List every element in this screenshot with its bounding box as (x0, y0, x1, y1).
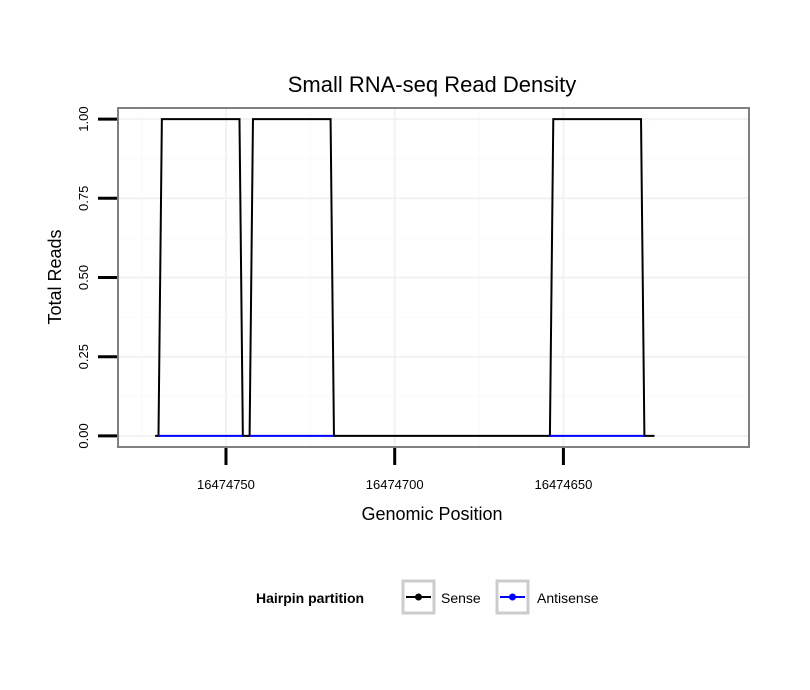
plot-panel (117, 107, 750, 448)
y-tick-label: 0.00 (76, 423, 91, 448)
x-axis: 16474750 16474700 16474650 (197, 448, 592, 492)
legend-point-antisense (509, 593, 516, 601)
grid-lines (118, 108, 749, 447)
x-axis-label: Genomic Position (361, 504, 502, 524)
y-axis: 0.00 0.25 0.50 0.75 1.00 (76, 106, 117, 449)
x-tick-label: 16474700 (366, 477, 424, 492)
x-tick-label: 16474650 (534, 477, 592, 492)
y-axis-label: Total Reads (45, 229, 65, 324)
legend: Hairpin partition Sense Antisense (256, 579, 599, 615)
legend-item-antisense: Antisense (495, 579, 599, 615)
legend-item-sense: Sense (401, 579, 481, 615)
y-tick-label: 1.00 (76, 106, 91, 131)
y-tick-label: 0.25 (76, 344, 91, 369)
plot-border (117, 107, 750, 448)
legend-label-sense: Sense (441, 590, 481, 606)
legend-point-sense (415, 593, 422, 601)
y-tick-label: 0.75 (76, 186, 91, 211)
y-tick-label: 0.50 (76, 265, 91, 290)
legend-label-antisense: Antisense (537, 590, 599, 606)
chart-title: Small RNA-seq Read Density (288, 72, 577, 97)
series-lines (155, 118, 655, 437)
x-tick-label: 16474750 (197, 477, 255, 492)
legend-title: Hairpin partition (256, 590, 364, 606)
series-line-sense (155, 118, 655, 437)
